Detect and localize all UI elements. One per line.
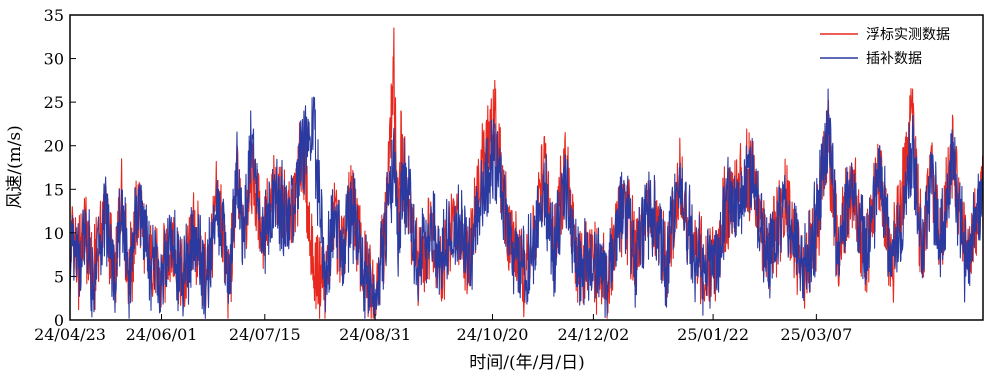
legend: 浮标实测数据 插补数据 [820, 27, 950, 67]
y-tick-label: 35 [44, 6, 64, 25]
y-tick-label: 15 [44, 180, 64, 199]
y-axis: 0 5 10 15 20 25 30 35 [44, 6, 76, 330]
y-tick-label: 25 [44, 93, 64, 112]
x-tick-label: 24/07/15 [229, 325, 301, 344]
y-tick-label: 30 [44, 50, 64, 69]
y-tick-label: 20 [44, 137, 64, 156]
x-tick-label: 24/10/20 [457, 325, 529, 344]
x-tick-label: 24/06/01 [126, 325, 198, 344]
series-layer [69, 27, 984, 319]
plot-frame [69, 14, 984, 321]
legend-label-observed: 浮标实测数据 [866, 27, 950, 43]
y-axis-title: 风速/(m/s) [5, 125, 25, 209]
y-tick-label: 0 [54, 311, 64, 330]
x-tick-label: 24/08/31 [339, 325, 411, 344]
x-tick-label: 24/12/02 [557, 325, 629, 344]
y-tick-label: 5 [54, 267, 64, 286]
series-line-interpolated [69, 88, 984, 319]
x-axis: 24/04/23 24/06/01 24/07/15 24/08/31 24/10/20… [34, 314, 852, 344]
x-axis-title: 时间/(年/月/日) [469, 353, 584, 373]
x-tick-label: 25/01/22 [677, 325, 749, 344]
legend-label-interpolated: 插补数据 [866, 51, 922, 67]
x-tick-label: 24/04/23 [34, 325, 106, 344]
y-tick-label: 10 [44, 224, 64, 243]
x-tick-label: 25/03/07 [780, 325, 852, 344]
